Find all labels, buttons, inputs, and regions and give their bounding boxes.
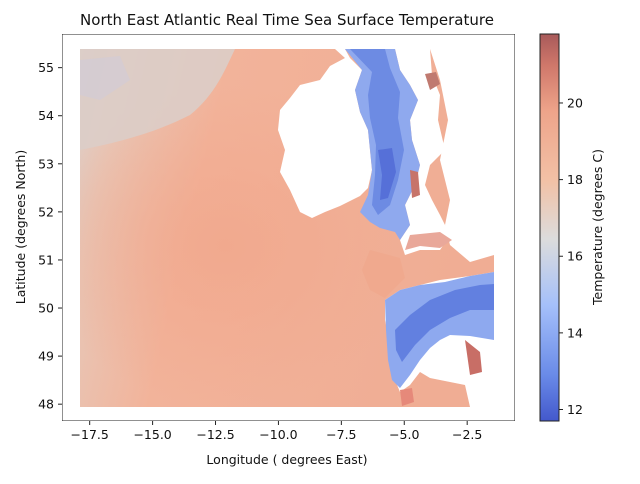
chart-title: North East Atlantic Real Time Sea Surfac…	[80, 11, 494, 29]
x-tick-label: −7.5	[326, 427, 356, 442]
x-axis: −17.5 −15.0 −12.5 −10.0 −7.5 −5.0 −2.5	[71, 421, 482, 442]
x-tick-label: −12.5	[196, 427, 234, 442]
y-tick-label: 52	[38, 204, 54, 219]
x-tick-label: −2.5	[452, 427, 482, 442]
y-tick-label: 48	[38, 397, 54, 412]
x-tick-label: −5.0	[389, 427, 419, 442]
plot-area	[62, 34, 515, 421]
land-east-top	[430, 49, 494, 262]
channel-deep	[395, 284, 494, 362]
coastal-warm-britain	[410, 170, 420, 198]
colorbar-tick-label: 16	[567, 249, 583, 264]
cool-northwest-band	[80, 49, 235, 150]
irish-sea-core	[378, 148, 396, 200]
colorbar-label: Temperature (degrees C)	[590, 149, 605, 306]
x-tick-label: −10.0	[259, 427, 297, 442]
sst-field	[80, 49, 494, 407]
y-tick-label: 55	[38, 60, 54, 75]
colorbar-tick-label: 20	[567, 95, 583, 110]
y-tick-label: 54	[38, 108, 54, 123]
coastal-warm-north	[425, 72, 440, 90]
x-axis-label: Longitude ( degrees East)	[206, 452, 367, 467]
brittany-warm	[400, 388, 414, 406]
y-tick-label: 50	[38, 301, 54, 316]
celtic-warm-patch	[362, 250, 405, 298]
colorbar-ticks: 12 14 16 18 20	[559, 95, 583, 417]
x-tick-label: −17.5	[71, 427, 109, 442]
colorbar-tick-label: 14	[567, 325, 583, 340]
colorbar-tick-label: 12	[567, 402, 583, 417]
colorbar-tick-label: 18	[567, 172, 583, 187]
colorbar: 12 14 16 18 20 Temperature (degrees C)	[539, 33, 605, 422]
y-tick-label: 51	[38, 252, 54, 267]
land-britain	[395, 49, 450, 255]
land-ireland	[278, 49, 372, 218]
colorbar-gradient	[539, 33, 560, 422]
x-tick-label: −15.0	[133, 427, 171, 442]
speckle-northwest	[80, 56, 130, 100]
y-tick-label: 53	[38, 156, 54, 171]
channel-coast-warm	[465, 340, 482, 375]
bristol-channel	[405, 232, 452, 250]
y-tick-label: 49	[38, 349, 54, 364]
y-axis: 48 49 50 51 52 53 54 55	[38, 60, 62, 412]
y-axis-label: Latitude (degrees North)	[13, 150, 28, 304]
